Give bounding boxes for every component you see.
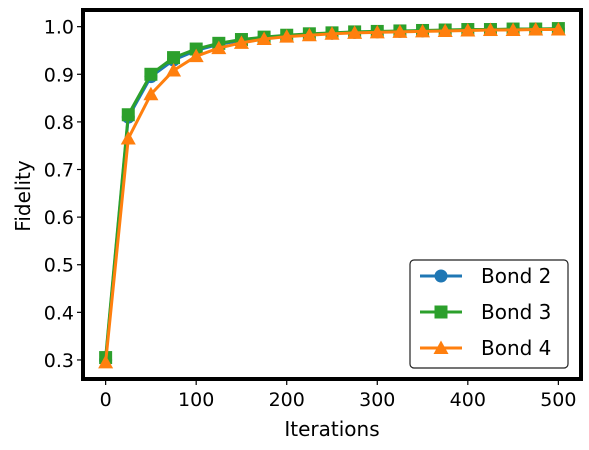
y-axis-label: Fidelity	[11, 160, 35, 232]
data-point	[143, 86, 159, 101]
legend-box	[409, 259, 569, 369]
data-point	[301, 27, 317, 42]
legend-label: Bond 4	[481, 336, 551, 360]
data-point	[279, 29, 295, 43]
series-bond-4	[98, 22, 566, 369]
series-layer	[98, 22, 566, 369]
y-tick-label: 0.7	[44, 160, 74, 182]
x-tick-label: 0	[100, 389, 112, 411]
y-tick-label: 1.0	[44, 17, 74, 39]
data-point	[211, 40, 227, 55]
y-tick-label: 0.4	[44, 302, 74, 324]
legend-label: Bond 3	[481, 300, 551, 324]
legend-label: Bond 2	[481, 264, 551, 288]
data-point	[188, 48, 204, 63]
data-point	[505, 22, 521, 36]
data-point	[347, 25, 363, 39]
plot-frame	[81, 8, 583, 381]
data-point	[233, 35, 249, 49]
data-point	[166, 62, 182, 77]
legend-marker	[433, 340, 449, 354]
y-tick-label: 0.9	[44, 64, 74, 86]
data-point	[120, 131, 136, 145]
data-point	[528, 22, 544, 36]
legend-item-bond-3: Bond 3	[420, 300, 551, 324]
y-tick-label: 0.5	[44, 255, 74, 277]
data-point	[98, 354, 114, 369]
data-point	[256, 31, 272, 46]
legend-item-bond-2: Bond 2	[420, 264, 551, 288]
x-tick-label: 200	[269, 389, 305, 411]
data-point	[369, 24, 385, 39]
data-point	[167, 51, 181, 65]
x-tick-label: 400	[450, 389, 486, 411]
data-point	[482, 22, 498, 36]
y-tick-label: 0.6	[44, 207, 74, 229]
data-point	[144, 67, 158, 81]
data-point	[460, 22, 476, 37]
data-point	[437, 23, 453, 37]
legend: Bond 2 Bond 3 Bond 4	[409, 259, 569, 369]
y-axis-ticks: 0.3 0.4 0.5 0.6 0.7 0.8 0.9 1.0	[44, 17, 83, 372]
x-tick-label: 300	[359, 389, 395, 411]
data-point	[324, 26, 340, 40]
legend-item-bond-4: Bond 4	[420, 336, 551, 360]
y-tick-label: 0.8	[44, 112, 74, 134]
legend-marker	[434, 305, 448, 319]
x-tick-label: 100	[178, 389, 214, 411]
x-axis-ticks: 0 100 200 300 400 500	[100, 379, 576, 411]
x-tick-label: 500	[540, 389, 576, 411]
legend-marker	[434, 269, 448, 283]
data-point	[392, 24, 408, 38]
x-axis-label: Iterations	[284, 417, 379, 441]
data-point	[415, 23, 431, 38]
data-point	[550, 22, 566, 36]
data-point	[121, 108, 135, 122]
y-tick-label: 0.3	[44, 350, 74, 372]
